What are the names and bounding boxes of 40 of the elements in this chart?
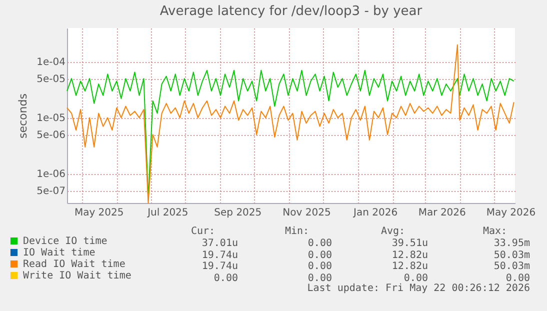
x-tick-label: May 2026: [486, 208, 536, 218]
text: 0.00: [212, 272, 238, 284]
text: 50.03m: [492, 250, 530, 260]
text: Cur:: [190, 226, 216, 237]
x-tick-label: Jul 2025: [146, 208, 188, 218]
y-tick-label: 5e-07: [36, 186, 66, 198]
x-tick-label: Sep 2025: [214, 208, 262, 218]
y-tick-label: 1e-06: [36, 169, 66, 180]
legend-label: IO Wait time: [23, 248, 96, 258]
text: 12.82u: [390, 250, 428, 260]
text: 37.01u: [200, 238, 238, 249]
x-tick-label: Mar 2026: [418, 208, 466, 218]
x-tick-label: Nov 2025: [282, 208, 331, 218]
text: 0.00: [306, 238, 332, 249]
text: 0.00: [306, 272, 332, 284]
text: 12.82u: [390, 261, 428, 272]
text: 39.51u: [390, 238, 428, 249]
text: 19.74u: [200, 261, 238, 272]
y-axis-title: seconds: [16, 93, 30, 138]
text: 33.95m: [492, 238, 530, 249]
text: 0.00: [306, 261, 332, 272]
text: 0.00: [403, 272, 428, 284]
x-tick-label: Jan 2026: [352, 208, 398, 218]
text: 0.00: [504, 272, 530, 284]
text: Last update: Fri May 22 00:26:12 2026: [306, 283, 530, 294]
text: 0.00: [306, 250, 332, 260]
legend-label: Device IO time: [23, 236, 108, 247]
y-tick-label: 1e-04: [36, 57, 66, 68]
legend-label: Write IO Wait time: [23, 270, 132, 282]
y-tick-label: 5e-05: [36, 74, 66, 86]
text: 50.03m: [492, 261, 530, 272]
x-tick-label: May 2025: [74, 208, 124, 218]
y-tick-label: 1e-05: [36, 113, 66, 124]
chart-title: Average latency for /dev/loop3 - by year: [160, 4, 423, 19]
text: Min:: [284, 226, 310, 237]
legend-label: Read IO Wait time: [23, 259, 126, 270]
y-tick-label: 5e-06: [36, 130, 66, 142]
text: Max:: [482, 226, 508, 237]
text: 19.74u: [200, 250, 238, 260]
text: Avg:: [380, 226, 406, 237]
